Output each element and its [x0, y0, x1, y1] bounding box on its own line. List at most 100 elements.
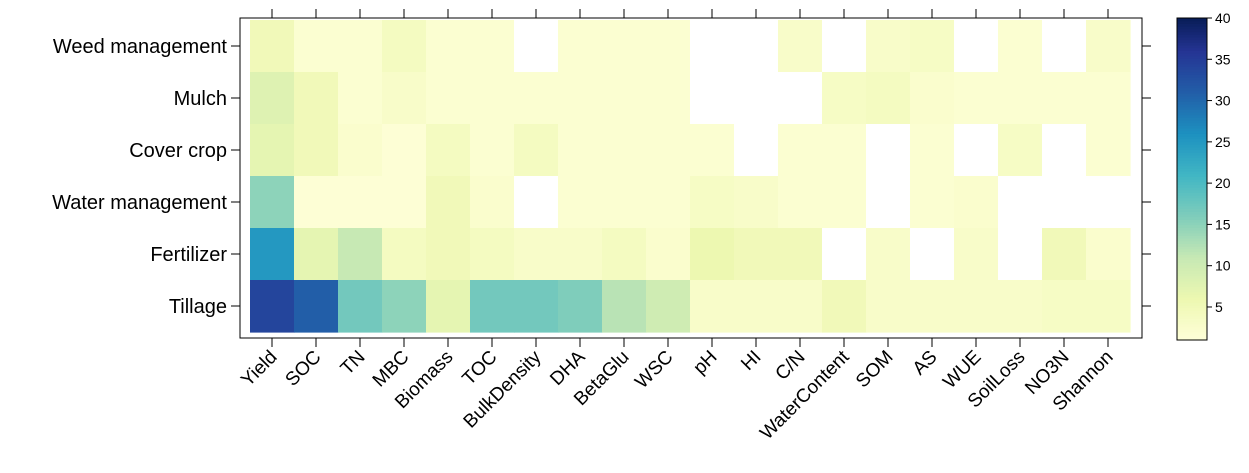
- cell-tillage-biomass: [426, 280, 471, 333]
- colorbar-swatch: [1177, 264, 1207, 269]
- cell-tillage-ph: [690, 280, 735, 333]
- row-label-tillage: Tillage: [169, 296, 227, 318]
- colorbar-swatch: [1177, 101, 1207, 105]
- colorbar-swatch: [1177, 50, 1207, 54]
- colorbar-swatch: [1177, 165, 1207, 169]
- cell-tillage-bulkdensity: [514, 280, 559, 333]
- colorbar-swatch: [1177, 138, 1207, 143]
- cell-water-management-dha: [558, 176, 603, 229]
- cell-weed-management-betaglu: [602, 20, 647, 73]
- cell-water-management-ph: [690, 176, 735, 229]
- colorbar-swatch: [1177, 162, 1207, 167]
- cell-cover-crop-wue: [954, 124, 999, 177]
- colorbar-swatch: [1177, 93, 1207, 97]
- cell-tillage-betaglu: [602, 280, 647, 333]
- colorbar-swatch: [1177, 90, 1207, 94]
- cell-mulch-wsc: [646, 72, 691, 125]
- cell-mulch-tn: [338, 72, 383, 125]
- cell-weed-management-toc: [470, 20, 515, 73]
- cell-cover-crop-c-n: [778, 124, 823, 177]
- cell-mulch-toc: [470, 72, 515, 125]
- cell-fertilizer-shannon: [1086, 228, 1131, 281]
- colorbar-swatch: [1177, 44, 1207, 49]
- colorbar-swatch: [1177, 331, 1207, 336]
- cell-water-management-biomass: [426, 176, 471, 229]
- cell-mulch-betaglu: [602, 72, 647, 125]
- colorbar-swatch: [1177, 47, 1207, 51]
- cell-cover-crop-soc: [294, 124, 339, 177]
- cell-weed-management-watercontent: [822, 20, 867, 73]
- colorbar-tick-label: 35: [1215, 51, 1231, 67]
- colorbar-swatch: [1177, 31, 1207, 35]
- cell-cover-crop-ph: [690, 124, 735, 177]
- cell-mulch-no3n: [1042, 72, 1087, 125]
- colorbar-swatch: [1177, 114, 1207, 118]
- colorbar-swatch: [1177, 259, 1207, 263]
- cell-weed-management-wue: [954, 20, 999, 73]
- colorbar-swatch: [1177, 278, 1207, 282]
- colorbar-swatch: [1177, 315, 1207, 320]
- cell-cover-crop-wsc: [646, 124, 691, 177]
- colorbar-swatch: [1177, 136, 1207, 140]
- cell-weed-management-soilloss: [998, 20, 1043, 73]
- cell-fertilizer-mbc: [382, 228, 427, 281]
- cell-mulch-biomass: [426, 72, 471, 125]
- row-label-water-management: Water management: [52, 192, 227, 214]
- colorbar-swatch: [1177, 262, 1207, 266]
- cell-fertilizer-betaglu: [602, 228, 647, 281]
- colorbar-swatch: [1177, 52, 1207, 57]
- cell-weed-management-as: [910, 20, 955, 73]
- cell-weed-management-dha: [558, 20, 603, 73]
- cell-water-management-soc: [294, 176, 339, 229]
- colorbar-swatch: [1177, 87, 1207, 92]
- colorbar-swatch: [1177, 60, 1207, 65]
- colorbar-swatch: [1177, 272, 1207, 277]
- colorbar-swatch: [1177, 219, 1207, 223]
- cell-water-management-mbc: [382, 176, 427, 229]
- cell-water-management-toc: [470, 176, 515, 229]
- colorbar-swatch: [1177, 111, 1207, 116]
- cell-tillage-as: [910, 280, 955, 333]
- cell-mulch-som: [866, 72, 911, 125]
- colorbar-swatch: [1177, 160, 1207, 164]
- colorbar-swatch: [1177, 128, 1207, 132]
- colorbar-swatch: [1177, 154, 1207, 159]
- cell-tillage-c-n: [778, 280, 823, 333]
- colorbar-swatch: [1177, 179, 1207, 183]
- colorbar-swatch: [1177, 302, 1207, 306]
- colorbar-swatch: [1177, 42, 1207, 46]
- panel-frame: [239, 17, 1143, 339]
- colorbar-swatch: [1177, 248, 1207, 253]
- colorbar-swatch: [1177, 95, 1207, 100]
- cell-water-management-wsc: [646, 176, 691, 229]
- cell-tillage-wsc: [646, 280, 691, 333]
- colorbar-swatch: [1177, 216, 1207, 220]
- cell-mulch-yield: [250, 72, 295, 125]
- colorbar-swatch: [1177, 221, 1207, 226]
- colorbar-swatch: [1177, 74, 1207, 78]
- colorbar-swatch: [1177, 149, 1207, 153]
- colorbar-swatch: [1177, 77, 1207, 81]
- cell-tillage-som: [866, 280, 911, 333]
- colorbar-swatch: [1177, 334, 1207, 338]
- cell-weed-management-bulkdensity: [514, 20, 559, 73]
- row-label-fertilizer: Fertilizer: [150, 244, 227, 266]
- cell-weed-management-soc: [294, 20, 339, 73]
- col-label-yield: Yield: [237, 347, 281, 391]
- cell-weed-management-tn: [338, 20, 383, 73]
- colorbar-swatch: [1177, 213, 1207, 218]
- col-label-soc: SOC: [282, 347, 326, 391]
- cell-fertilizer-wsc: [646, 228, 691, 281]
- cell-fertilizer-watercontent: [822, 228, 867, 281]
- cell-tillage-mbc: [382, 280, 427, 333]
- cell-water-management-yield: [250, 176, 295, 229]
- col-label-as: AS: [909, 347, 942, 380]
- colorbar-swatch: [1177, 71, 1207, 75]
- colorbar-swatch: [1177, 18, 1207, 22]
- colorbar-swatch: [1177, 28, 1207, 33]
- colorbar-swatch: [1177, 224, 1207, 228]
- cell-tillage-tn: [338, 280, 383, 333]
- cell-cover-crop-toc: [470, 124, 515, 177]
- colorbar-swatch: [1177, 55, 1207, 59]
